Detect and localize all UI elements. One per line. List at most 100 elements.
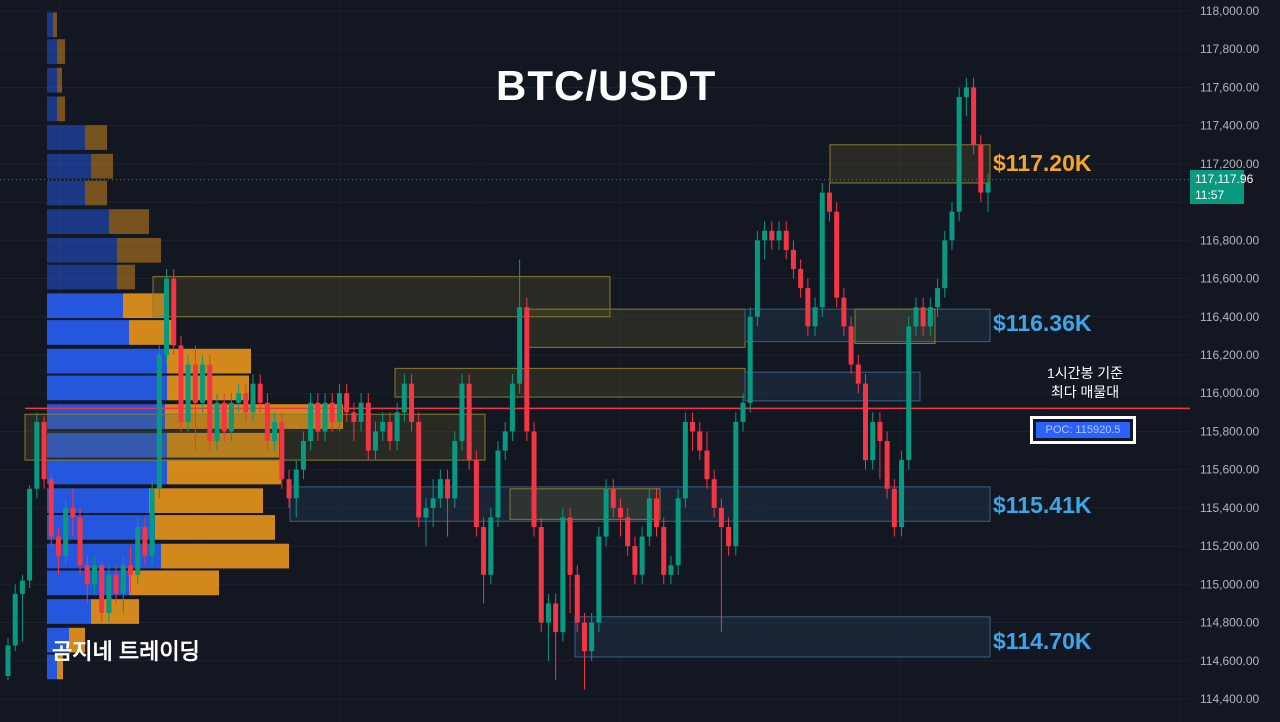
candle-body xyxy=(156,355,162,489)
candle-body xyxy=(545,603,551,623)
candle-body xyxy=(77,517,83,566)
volume-bar-sell xyxy=(91,599,139,624)
volume-bar-sell xyxy=(69,627,85,653)
price-zone xyxy=(289,486,991,522)
volume-bar-sell xyxy=(149,488,263,514)
axis-tick-label: 116,000.00 xyxy=(1200,386,1259,400)
candle-body xyxy=(171,278,177,346)
candle-body xyxy=(927,307,933,327)
candle-body xyxy=(632,546,638,575)
axis-tick-label: 115,600.00 xyxy=(1200,463,1259,477)
axis-tick-label: 116,600.00 xyxy=(1200,272,1259,286)
candle-body xyxy=(91,565,97,585)
volume-bar-buy xyxy=(47,348,167,374)
candle-body xyxy=(315,402,321,432)
candle-body xyxy=(618,507,623,518)
price-axis[interactable]: 118,000.00 117,800.00 117,600.00 117,400.00… xyxy=(1190,0,1280,722)
volume-bar-sell xyxy=(85,125,107,150)
current-price-tag: 117,117.96 11:57 xyxy=(1190,170,1253,204)
candle-body xyxy=(985,183,991,193)
candle-body xyxy=(949,211,955,241)
candle-body xyxy=(185,364,191,422)
candle-body xyxy=(430,498,436,508)
candle-body xyxy=(272,421,278,441)
candle-body xyxy=(769,230,775,241)
volume-bar-sell xyxy=(53,12,57,38)
price-zone xyxy=(24,413,486,461)
candle-body xyxy=(625,517,631,547)
volume-bar-sell xyxy=(57,654,63,680)
candle-body xyxy=(55,536,61,556)
candle-body xyxy=(899,460,905,527)
candle-body xyxy=(401,383,407,413)
candle-body xyxy=(524,307,530,432)
candle-body xyxy=(841,297,847,327)
price-zone xyxy=(524,308,746,348)
candle-body xyxy=(236,393,242,403)
volume-bar-buy xyxy=(47,627,69,653)
candle-body xyxy=(762,230,768,241)
candle-body xyxy=(855,364,861,384)
candle-body xyxy=(747,316,753,403)
candle-body xyxy=(164,278,170,355)
candle-body xyxy=(776,230,782,241)
candle-body xyxy=(416,421,422,518)
axis-tick-label: 116,800.00 xyxy=(1200,233,1259,247)
candle-body xyxy=(690,421,696,432)
candle-body xyxy=(63,507,69,556)
candle-body xyxy=(243,393,249,413)
candle-body xyxy=(560,517,566,633)
candle-body xyxy=(192,364,198,403)
candle-body xyxy=(473,460,479,527)
candle-body xyxy=(322,402,328,432)
candle-body xyxy=(207,364,213,441)
volume-bar-buy xyxy=(47,180,85,206)
candle-body xyxy=(387,421,393,441)
candle-body xyxy=(646,498,652,537)
candle-body xyxy=(459,383,465,441)
price-zone xyxy=(744,371,921,402)
candle-body xyxy=(409,383,415,422)
candle-body xyxy=(84,565,90,585)
candle-body xyxy=(344,393,350,413)
candle-body xyxy=(538,527,544,623)
volume-bar-buy xyxy=(47,293,123,319)
volume-bar-buy xyxy=(47,39,57,64)
candle-body xyxy=(675,498,681,566)
candle-body xyxy=(48,479,54,537)
volume-bar-sell xyxy=(155,515,275,540)
candle-body xyxy=(913,307,919,327)
axis-tick-label: 116,200.00 xyxy=(1200,348,1259,362)
candle-body xyxy=(704,450,710,480)
candle-body xyxy=(452,441,458,499)
candle-body xyxy=(142,527,148,556)
volume-bar-buy xyxy=(47,488,149,514)
candle-body xyxy=(135,527,141,575)
price-zone xyxy=(394,367,746,398)
candle-body xyxy=(682,421,688,499)
candle-body xyxy=(178,345,184,422)
candle-body xyxy=(250,383,256,413)
volume-bar-buy xyxy=(47,96,57,122)
candle-body xyxy=(805,288,811,327)
candle-body xyxy=(336,393,342,422)
volume-bar-buy xyxy=(47,209,109,234)
candle-body xyxy=(531,431,537,527)
volume-bar-buy xyxy=(47,320,129,345)
level-label-114-70k: $114.70K xyxy=(993,627,1092,654)
candle-body xyxy=(942,240,948,289)
candle-body xyxy=(466,383,472,461)
candle-body xyxy=(228,402,234,432)
volume-bar-buy xyxy=(47,125,85,150)
axis-tick-label: 117,200.00 xyxy=(1200,157,1259,171)
candle-body xyxy=(596,536,602,623)
axis-tick-label: 117,600.00 xyxy=(1200,80,1259,94)
poc-note-line2: 최다 매물대 xyxy=(1050,384,1120,400)
volume-bar-sell xyxy=(57,96,65,122)
candle-body xyxy=(567,517,573,575)
candle-body xyxy=(978,144,984,193)
candle-body xyxy=(351,412,357,422)
poc-annotation: 1시간봉 기준 최다 매물대 xyxy=(1030,364,1140,402)
